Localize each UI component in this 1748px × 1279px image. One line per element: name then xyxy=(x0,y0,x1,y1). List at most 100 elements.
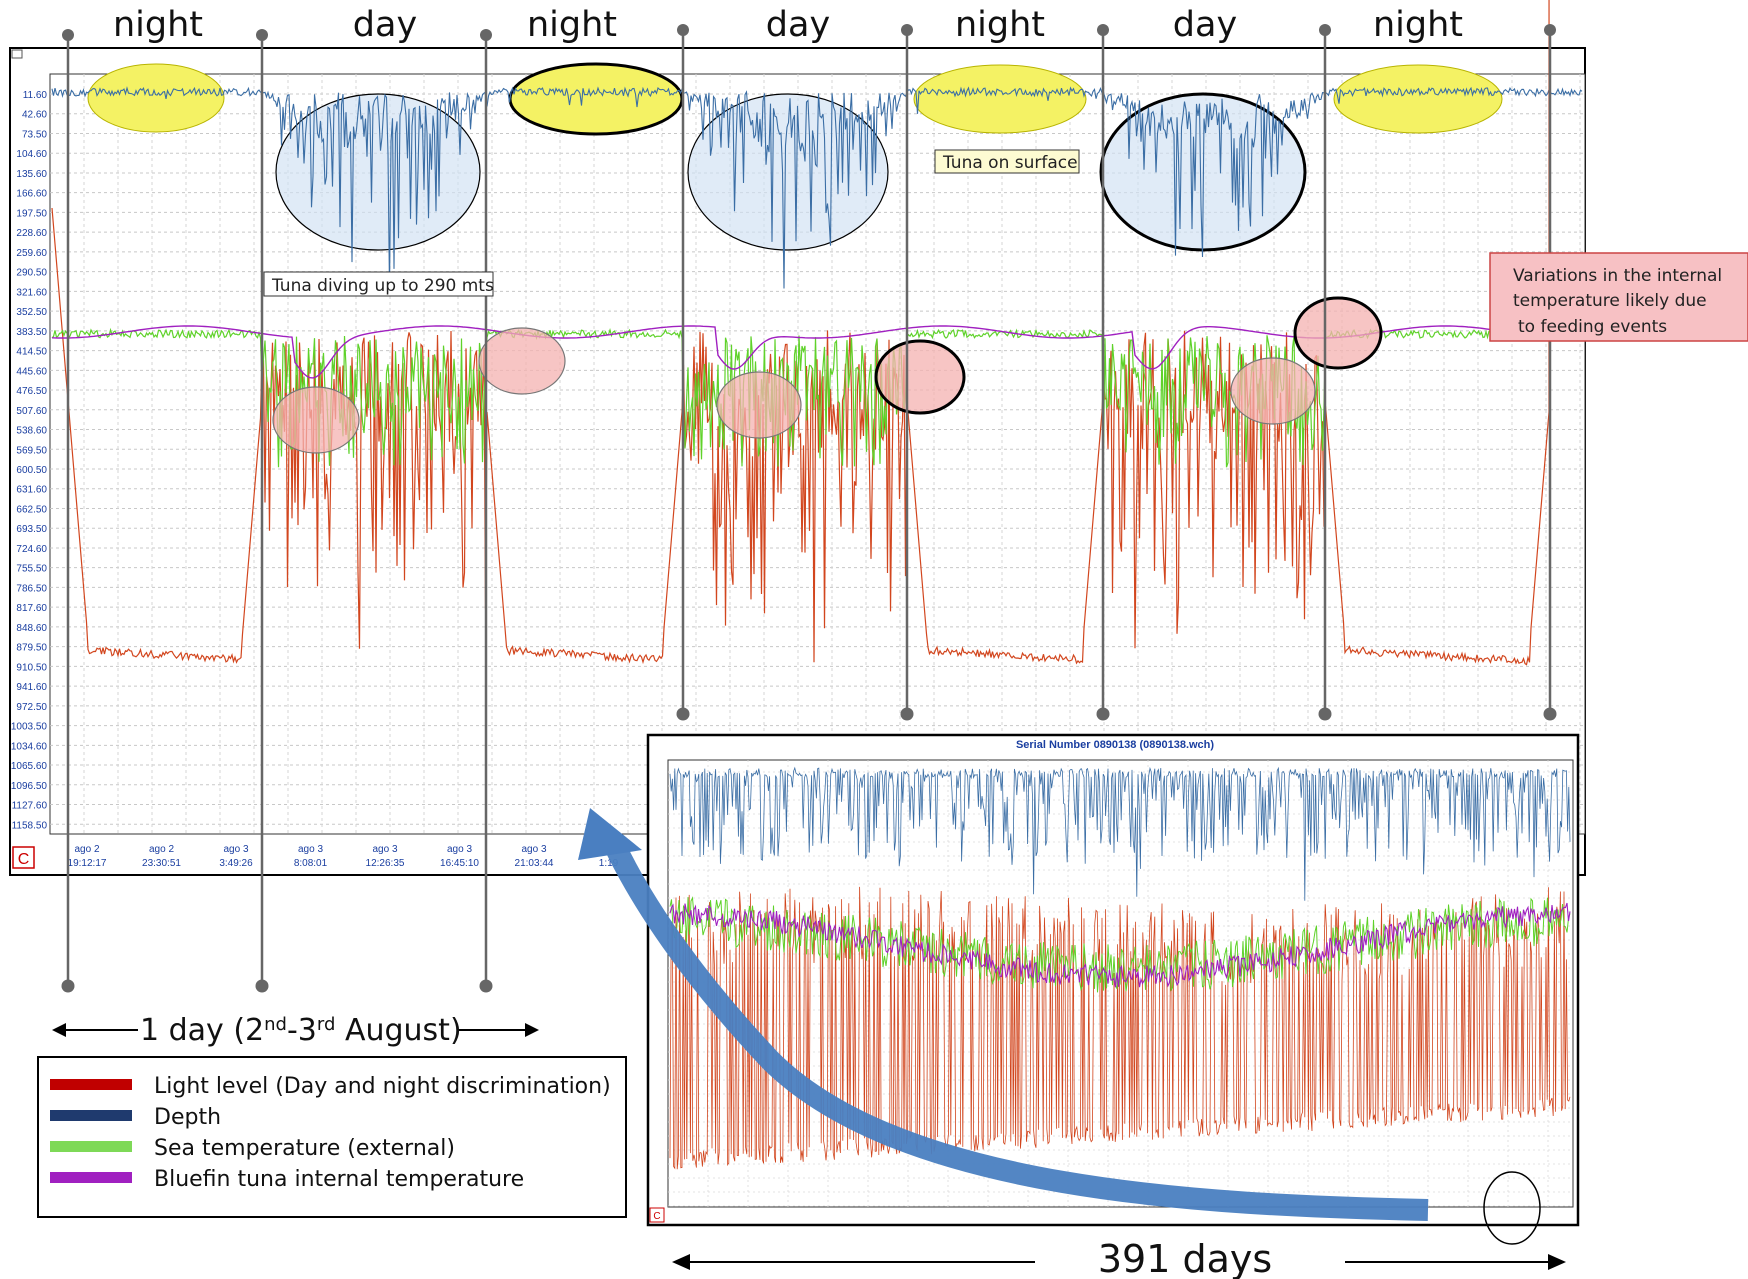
main-corner-label: C xyxy=(18,851,30,868)
y-tick-label: 879.50 xyxy=(16,643,47,654)
y-tick-label: 786.50 xyxy=(16,583,47,594)
period-divider-top-dot xyxy=(901,24,913,36)
y-tick-label: 104.60 xyxy=(16,149,47,160)
period-divider-bottom-dot xyxy=(479,979,493,993)
x-tick-time: 16:45:10 xyxy=(440,858,479,869)
period-divider-bottom-dot xyxy=(1096,707,1110,721)
inset-series xyxy=(669,766,1571,1170)
y-tick-label: 1096.50 xyxy=(11,781,48,792)
zoom-arrow-shaft xyxy=(602,835,1429,1221)
y-tick-label: 383.50 xyxy=(16,327,47,338)
x-tick-date: ago 3 xyxy=(447,844,472,855)
tuna-diving-box xyxy=(263,271,494,297)
y-tick-label: 817.60 xyxy=(16,603,47,614)
y-tick-label: 1003.50 xyxy=(11,722,48,733)
zoom-arrowhead xyxy=(578,808,642,860)
x-tick-date: ago 2 xyxy=(149,844,174,855)
y-tick-label: 941.60 xyxy=(16,682,47,693)
y-tick-label: 42.60 xyxy=(22,110,47,121)
feeding-ellipses xyxy=(272,296,1383,454)
y-tick-label: 755.50 xyxy=(16,564,47,575)
inset-span-arrowhead-right xyxy=(1548,1254,1566,1270)
tuna-surface-box xyxy=(934,149,1080,174)
feeding-note-line3: to feeding events xyxy=(1518,317,1667,337)
main-y-ticks: 11.60 42.60 73.50 104.60 135.60 166.60 197.50 2… xyxy=(11,90,48,831)
feeding-event-ellipse xyxy=(874,339,966,415)
period-label-night: night xyxy=(1373,5,1463,45)
period-label-day: day xyxy=(766,5,830,45)
legend-swatch xyxy=(50,1079,132,1090)
legend-label: Depth xyxy=(154,1105,221,1130)
period-label-night: night xyxy=(955,5,1045,45)
main-x-ticks: ago 2 19:12:17 ago 2 23:30:51 ago 3 3:49:26 ag… xyxy=(68,844,619,869)
y-tick-label: 197.50 xyxy=(16,208,47,219)
period-divider-bottom-dot xyxy=(61,979,75,993)
night-surface-ellipse xyxy=(1333,64,1503,134)
period-label-day: day xyxy=(1173,5,1237,45)
legend-swatch xyxy=(50,1110,132,1121)
x-tick-date: ago 2 xyxy=(74,844,99,855)
inset-span-label: 391 days xyxy=(1098,1237,1272,1279)
y-tick-label: 321.60 xyxy=(16,287,47,298)
x-tick-time: 3:49:26 xyxy=(219,858,253,869)
y-tick-label: 910.50 xyxy=(16,662,47,673)
period-label-day: day xyxy=(353,5,417,45)
tuna-diving-label: Tuna diving up to 290 mts xyxy=(271,276,494,296)
y-tick-label: 476.50 xyxy=(16,386,47,397)
feeding-event-ellipse xyxy=(478,327,566,395)
feeding-event-ellipse xyxy=(1293,296,1383,370)
feeding-note-line2: temperature likely due xyxy=(1513,291,1707,311)
y-tick-label: 11.60 xyxy=(23,90,48,101)
y-tick-label: 290.50 xyxy=(16,268,47,279)
period-divider-top-dot xyxy=(1097,24,1109,36)
period-divider-top-dot xyxy=(677,24,689,36)
legend-swatch xyxy=(50,1141,132,1152)
night-surface-ellipse xyxy=(913,64,1087,134)
legend-items: Light level (Day and night discriminatio… xyxy=(50,1074,611,1192)
inset-corner-badge[interactable] xyxy=(649,1207,665,1223)
y-tick-label: 538.60 xyxy=(16,426,47,437)
legend-label: Sea temperature (external) xyxy=(154,1136,455,1161)
period-divider-top-dot xyxy=(480,29,492,41)
x-tick-date: ago 3 xyxy=(372,844,397,855)
y-tick-label: 693.50 xyxy=(16,524,47,535)
feeding-note-box xyxy=(1489,252,1748,342)
x-tick-date: ago 3 xyxy=(521,844,546,855)
period-divider-top-dot xyxy=(256,29,268,41)
main-corner-badge[interactable] xyxy=(12,846,35,869)
y-tick-label: 73.50 xyxy=(22,129,47,140)
x-tick-date: ago 3 xyxy=(223,844,248,855)
period-divider-bottom-dot xyxy=(1318,707,1332,721)
period-labels: night day night day night day night xyxy=(113,5,1463,45)
period-divider-top-dot xyxy=(62,29,74,41)
inset-title: Serial Number 0890138 (0890138.wch) xyxy=(1016,739,1214,751)
y-tick-label: 1065.60 xyxy=(11,761,48,772)
x-tick-time: 1:19 xyxy=(599,858,619,869)
x-tick-time: 8:08:01 xyxy=(294,858,328,869)
legend-label: Light level (Day and night discriminatio… xyxy=(154,1074,611,1099)
x-tick-time: 19:12:17 xyxy=(68,858,107,869)
y-tick-label: 972.50 xyxy=(16,702,47,713)
day-span-arrowhead-left xyxy=(52,1023,66,1037)
period-divider-top-dot xyxy=(1544,24,1556,36)
y-tick-label: 1034.60 xyxy=(11,741,48,752)
feeding-note-line1: Variations in the internal xyxy=(1513,266,1722,286)
inset-sea-temperature-series xyxy=(669,896,1571,993)
day-span-arrowhead-right xyxy=(525,1023,539,1037)
feeding-event-ellipse xyxy=(716,371,802,439)
legend-swatch xyxy=(50,1172,132,1183)
y-tick-label: 600.50 xyxy=(16,465,47,476)
day-span-label: 1 day (2nd-3rd August) xyxy=(140,1013,462,1048)
tuna-surface-label: Tuna on surface xyxy=(942,153,1078,173)
inset-highlight-circle xyxy=(1483,1171,1541,1245)
feeding-event-ellipse xyxy=(1230,357,1316,425)
night-surface-ellipse xyxy=(87,63,225,133)
inset-corner-label: C xyxy=(653,1211,660,1222)
y-tick-label: 507.60 xyxy=(16,406,47,417)
window-icon xyxy=(11,49,23,59)
day-dive-ellipse xyxy=(687,93,889,251)
y-tick-label: 445.60 xyxy=(16,366,47,377)
period-label-night: night xyxy=(527,5,617,45)
x-tick-time: 12:26:35 xyxy=(366,858,405,869)
